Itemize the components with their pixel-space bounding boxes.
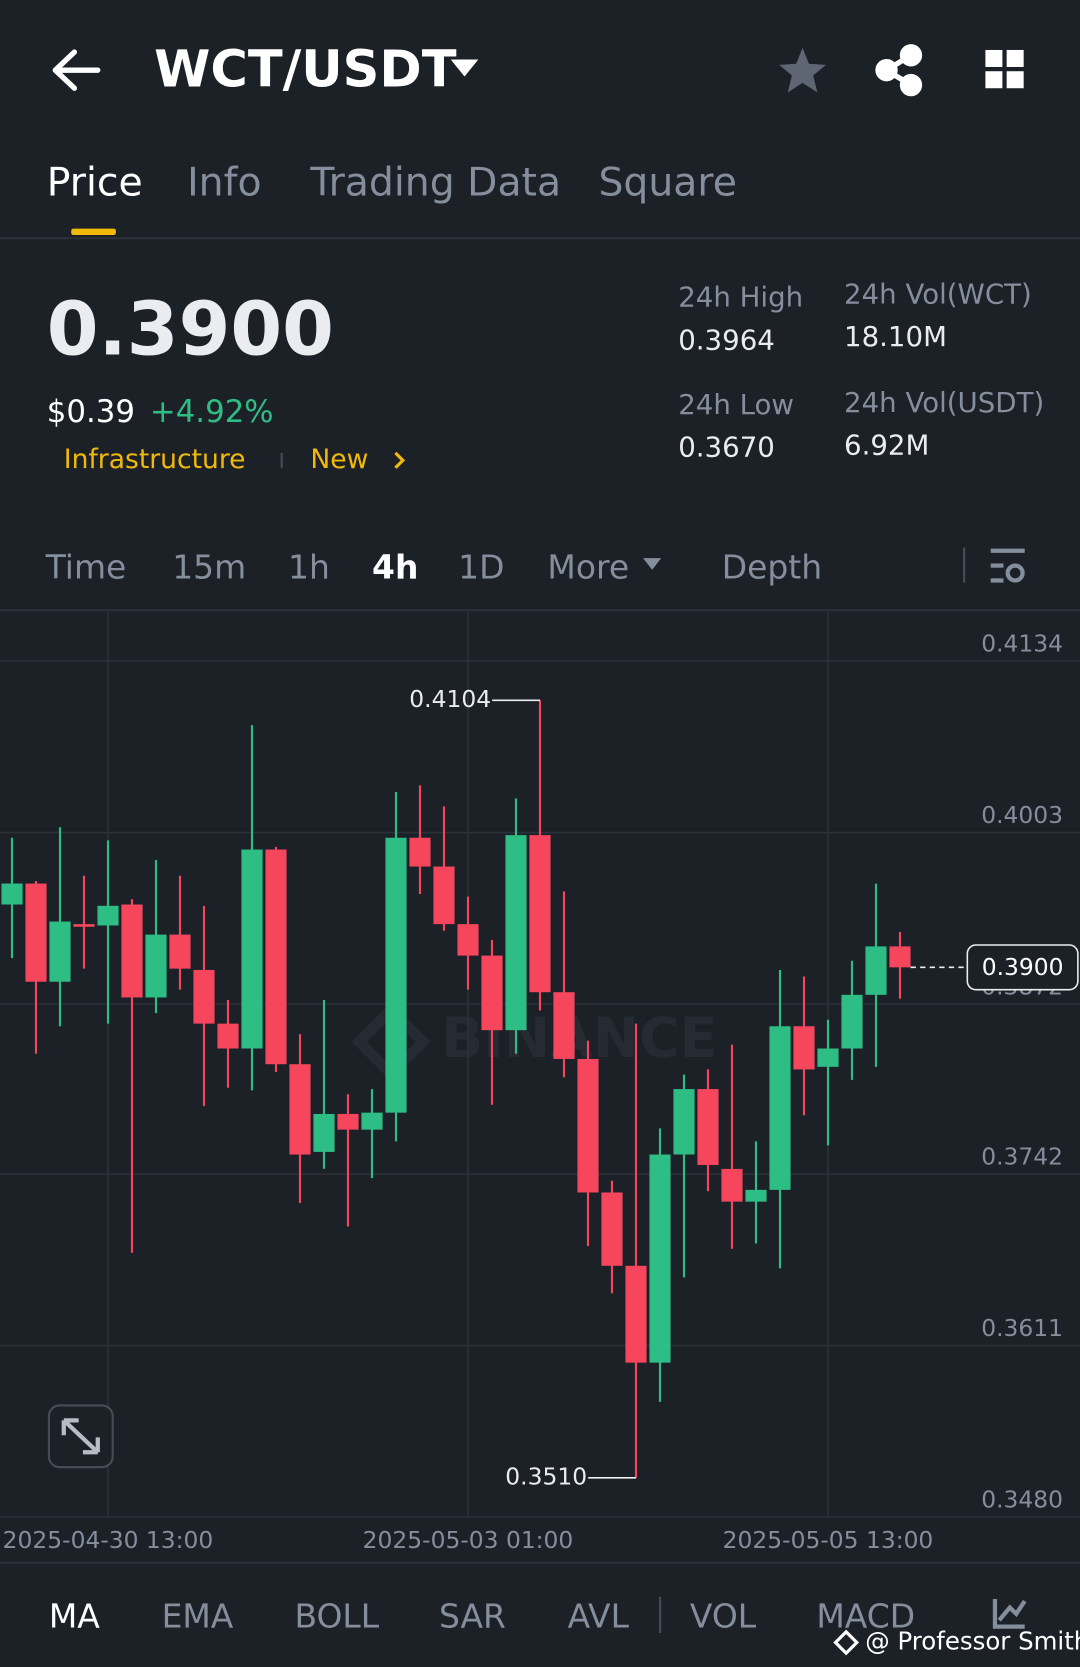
last-price-label: 0.3900: [982, 953, 1064, 981]
y-tick-label: 0.4003: [981, 801, 1063, 829]
watermark-logo: [833, 1629, 860, 1656]
interval-option[interactable]: 4h: [372, 547, 418, 586]
stat-label: 24h Vol(USDT): [844, 386, 1044, 419]
candle-body: [601, 1192, 623, 1266]
tab[interactable]: Price: [47, 159, 143, 205]
pair-dropdown[interactable]: [450, 59, 479, 77]
stat-value: 6.92M: [844, 429, 929, 462]
stat-label: 24h Low: [678, 388, 794, 421]
tab[interactable]: Info: [187, 159, 261, 205]
candle-body: [769, 1026, 791, 1190]
fiat-price: $0.39: [47, 394, 135, 430]
y-tick-label: 0.3742: [981, 1143, 1063, 1171]
candle-body: [385, 837, 407, 1113]
candle-body: [481, 955, 503, 1031]
candle-body: [697, 1089, 719, 1165]
candle-body: [721, 1168, 743, 1202]
candle-body: [433, 866, 455, 925]
y-tick-label: 0.3611: [981, 1314, 1063, 1342]
candle-body: [457, 924, 479, 956]
tab[interactable]: Trading Data: [309, 159, 561, 205]
indicator-settings-icon[interactable]: [992, 1598, 1027, 1629]
stat-label: 24h High: [678, 281, 803, 314]
indicator-option[interactable]: MACD: [816, 1597, 915, 1636]
candle-body: [1, 883, 23, 905]
chart-settings-icon[interactable]: [990, 548, 1025, 583]
stat-label: 24h Vol(WCT): [844, 278, 1032, 311]
stat-value: 0.3670: [678, 431, 775, 464]
candle-body: [553, 992, 575, 1059]
favorite-icon[interactable]: [779, 47, 826, 93]
tab[interactable]: Square: [598, 159, 736, 205]
candle-body: [841, 994, 863, 1049]
candle-body: [409, 837, 431, 867]
candle-body: [649, 1154, 671, 1363]
interval-option[interactable]: More: [547, 547, 629, 586]
indicator-option[interactable]: MA: [49, 1597, 100, 1636]
last-price: 0.3900: [47, 285, 334, 372]
interval-option[interactable]: Depth: [722, 547, 822, 586]
candle-body: [193, 969, 215, 1024]
indicator-option[interactable]: EMA: [162, 1597, 234, 1636]
fullscreen-icon[interactable]: [61, 1418, 100, 1455]
high-annotation: 0.4104: [409, 685, 491, 713]
last-price-box: [966, 944, 1079, 991]
candle-body: [25, 883, 47, 982]
candle-body: [49, 921, 71, 982]
more-dropdown[interactable]: [643, 558, 662, 570]
candle-body: [865, 946, 887, 995]
y-tick-label: 0.4134: [981, 630, 1063, 658]
candle-body: [241, 849, 263, 1049]
menu-icon[interactable]: [985, 49, 1024, 89]
candle-body: [145, 934, 167, 998]
candle-body: [889, 946, 911, 968]
share-icon[interactable]: [875, 44, 923, 97]
candle-body: [265, 849, 287, 1065]
pair-title[interactable]: WCT/USDT: [154, 40, 457, 99]
candle-body: [337, 1113, 359, 1130]
indicator-option[interactable]: VOL: [690, 1597, 757, 1636]
candle-body: [817, 1048, 839, 1067]
interval-option[interactable]: 1h: [288, 547, 330, 586]
low-annotation: 0.3510: [505, 1462, 587, 1490]
candle-body: [505, 835, 527, 1031]
back-button[interactable]: [52, 49, 101, 91]
candle-body: [97, 905, 119, 926]
x-tick-label: 2025-05-05 13:00: [723, 1526, 934, 1554]
candle-body: [289, 1064, 311, 1155]
candle-body: [625, 1265, 647, 1363]
interval-option[interactable]: 15m: [172, 547, 246, 586]
indicator-option[interactable]: BOLL: [294, 1597, 379, 1636]
interval-option[interactable]: 1D: [458, 547, 504, 586]
candle-body: [73, 924, 95, 927]
candle-body: [169, 934, 191, 969]
tag-chevron[interactable]: [394, 451, 406, 469]
tag[interactable]: New: [310, 444, 368, 475]
tag[interactable]: Infrastructure: [64, 444, 246, 475]
tab-indicator: [71, 228, 116, 235]
candle-body: [745, 1189, 767, 1202]
candle-body: [121, 904, 143, 998]
candle-body: [529, 835, 551, 993]
price-change: +4.92%: [150, 394, 274, 430]
candle-body: [673, 1089, 695, 1155]
stat-value: 18.10M: [844, 320, 947, 353]
x-tick-label: 2025-04-30 13:00: [3, 1526, 214, 1554]
author-watermark: @ Professor Smith: [865, 1627, 1080, 1656]
candle-body: [577, 1058, 599, 1193]
candle-body: [361, 1112, 383, 1130]
indicator-option[interactable]: SAR: [439, 1597, 506, 1636]
candle-body: [793, 1026, 815, 1070]
indicator-option[interactable]: AVL: [568, 1597, 630, 1636]
candle-body: [217, 1023, 239, 1049]
stat-value: 0.3964: [678, 323, 775, 356]
y-tick-label: 0.3480: [981, 1486, 1063, 1514]
interval-option[interactable]: Time: [45, 547, 127, 586]
candle-body: [313, 1113, 335, 1152]
x-tick-label: 2025-05-03 01:00: [363, 1526, 574, 1554]
